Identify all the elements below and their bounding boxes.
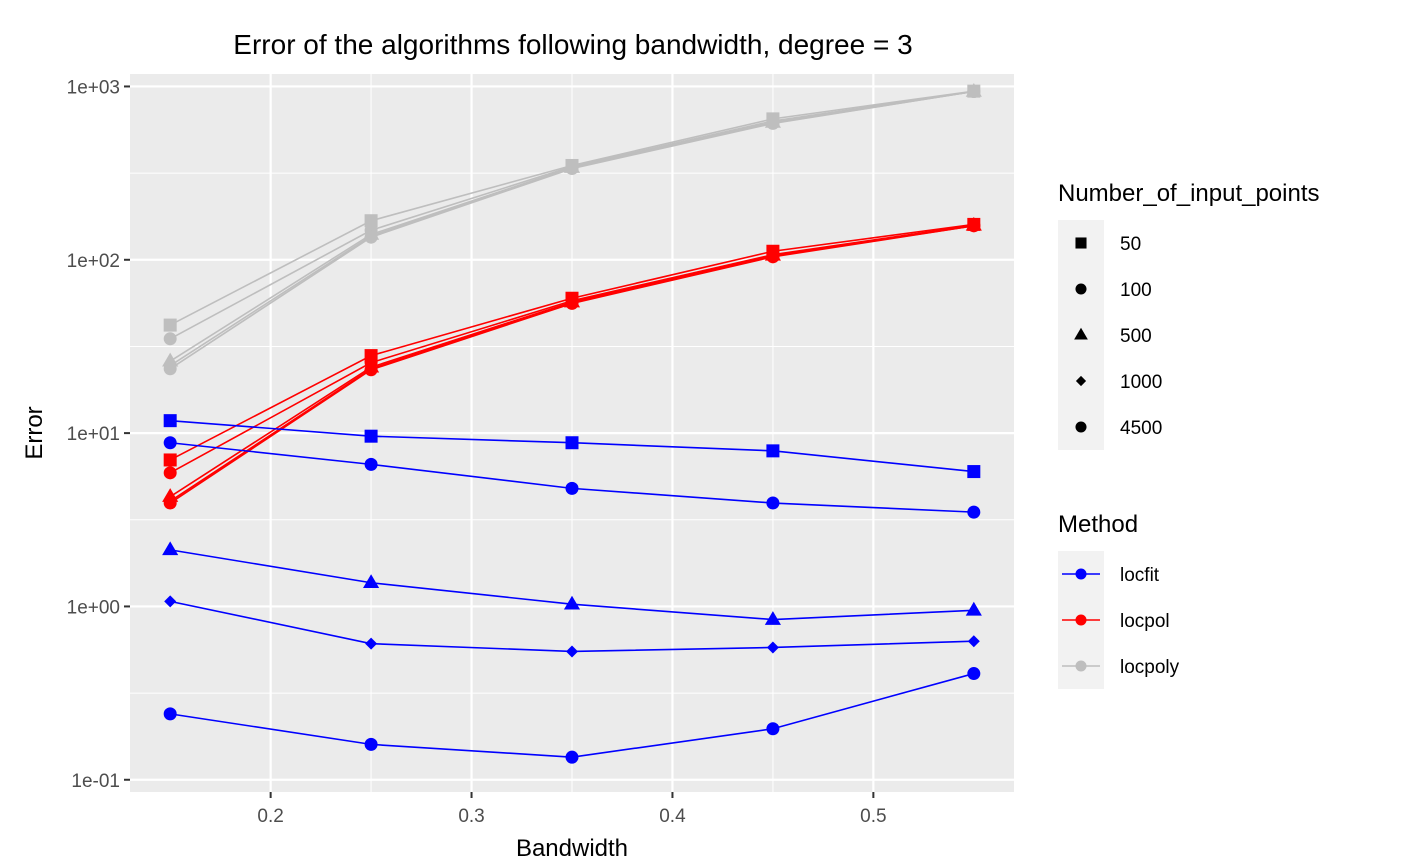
- series-locfit-50: [163, 414, 981, 479]
- data-point-square: [163, 453, 177, 467]
- series-locfit-100: [163, 436, 981, 519]
- y-tick-label: 1e+01: [67, 424, 120, 445]
- method-legend-label: locpol: [1120, 611, 1170, 632]
- data-point-circle: [565, 750, 579, 764]
- shape-legend-label: 4500: [1120, 418, 1162, 439]
- data-point-square: [967, 465, 981, 479]
- data-point-diamond: [365, 637, 378, 650]
- data-point-diamond: [967, 635, 980, 648]
- data-point-circle: [163, 436, 177, 450]
- data-point-circle: [163, 496, 177, 510]
- y-axis-title: Error: [21, 406, 48, 459]
- legend-circle-icon: [1075, 660, 1087, 672]
- shape-legend-label: 100: [1120, 280, 1152, 301]
- y-tick-label: 1e-01: [71, 771, 120, 792]
- x-tick-label: 0.3: [458, 806, 484, 827]
- data-point-circle: [364, 457, 378, 471]
- data-point-circle: [364, 737, 378, 751]
- x-tick-label: 0.4: [659, 806, 686, 827]
- data-point-triangle: [363, 574, 380, 589]
- x-axis: 0.2 0.3 0.4 0.5: [257, 792, 887, 827]
- shape-legend: Number_of_input_points 50 100 500 1000 4500: [1058, 180, 1320, 450]
- shape-legend-item: 500: [1074, 326, 1152, 347]
- data-point-circle: [163, 332, 177, 346]
- data-point-circle: [565, 162, 579, 176]
- data-point-triangle: [162, 541, 179, 556]
- shape-legend-item: 50: [1075, 234, 1141, 255]
- shape-legend-label: 50: [1120, 234, 1141, 255]
- data-point-circle: [565, 481, 579, 495]
- data-point-circle: [766, 250, 780, 264]
- shape-legend-item: 4500: [1075, 418, 1162, 439]
- chart-title: Error of the algorithms following bandwi…: [233, 29, 912, 60]
- plot-panel: [130, 74, 1014, 792]
- legend-circle-icon: [1075, 568, 1087, 580]
- data-point-circle: [565, 296, 579, 310]
- shape-legend-label: 1000: [1120, 372, 1162, 393]
- data-point-circle: [766, 116, 780, 130]
- y-axis: 1e-01 1e+00 1e+01 1e+02 1e+03: [67, 77, 130, 792]
- data-point-circle: [766, 496, 780, 510]
- shape-legend-item: 100: [1075, 280, 1152, 301]
- data-series: [162, 83, 982, 764]
- data-point-square: [364, 214, 378, 228]
- method-legend: Method locfit locpol locpoly: [1058, 511, 1180, 689]
- legend-triangle-icon: [1074, 327, 1088, 340]
- x-tick-label: 0.2: [257, 806, 283, 827]
- data-point-circle: [163, 362, 177, 376]
- series-locpoly-4500: [163, 85, 981, 376]
- legend-square-icon: [1075, 237, 1087, 249]
- data-point-triangle: [764, 611, 781, 625]
- method-legend-item: locpol: [1062, 611, 1170, 632]
- y-tick-label: 1e+00: [67, 597, 120, 618]
- series-locfit-1000: [164, 595, 980, 658]
- series-locfit-500: [162, 541, 982, 625]
- data-point-square: [565, 436, 579, 450]
- method-legend-label: locfit: [1120, 565, 1160, 586]
- data-point-circle: [967, 85, 981, 99]
- data-point-square: [364, 429, 378, 443]
- legend-diamond-icon: [1075, 375, 1087, 387]
- data-point-circle: [967, 219, 981, 233]
- data-point-circle: [163, 707, 177, 721]
- data-point-triangle: [563, 595, 581, 610]
- data-point-circle: [163, 466, 177, 480]
- data-point-circle: [967, 667, 981, 681]
- method-legend-label: locpoly: [1120, 657, 1180, 678]
- data-point-diamond: [566, 645, 578, 658]
- method-legend-item: locpoly: [1062, 657, 1180, 678]
- shape-legend-item: 1000: [1075, 372, 1162, 393]
- legend-circle-icon: [1075, 421, 1087, 433]
- shape-legend-title: Number_of_input_points: [1058, 180, 1320, 207]
- legend-circle-icon: [1075, 614, 1087, 626]
- data-point-square: [163, 414, 177, 428]
- data-point-circle: [364, 230, 378, 244]
- data-point-circle: [967, 505, 981, 519]
- data-point-diamond: [766, 641, 779, 654]
- x-axis-title: Bandwidth: [516, 835, 628, 862]
- series-locfit-4500: [163, 667, 981, 764]
- data-point-square: [163, 318, 177, 332]
- x-tick-label: 0.5: [860, 806, 886, 827]
- data-point-diamond: [164, 595, 177, 608]
- y-tick-label: 1e+02: [67, 251, 120, 272]
- data-point-square: [766, 444, 780, 458]
- series-locpol-4500: [163, 219, 981, 510]
- method-legend-title: Method: [1058, 511, 1138, 538]
- data-point-triangle: [965, 601, 982, 616]
- data-point-circle: [766, 722, 780, 736]
- shape-legend-label: 500: [1120, 326, 1152, 347]
- method-legend-item: locfit: [1062, 565, 1160, 586]
- legend-circle-icon: [1075, 283, 1087, 295]
- data-point-circle: [364, 363, 378, 377]
- y-tick-label: 1e+03: [67, 77, 120, 98]
